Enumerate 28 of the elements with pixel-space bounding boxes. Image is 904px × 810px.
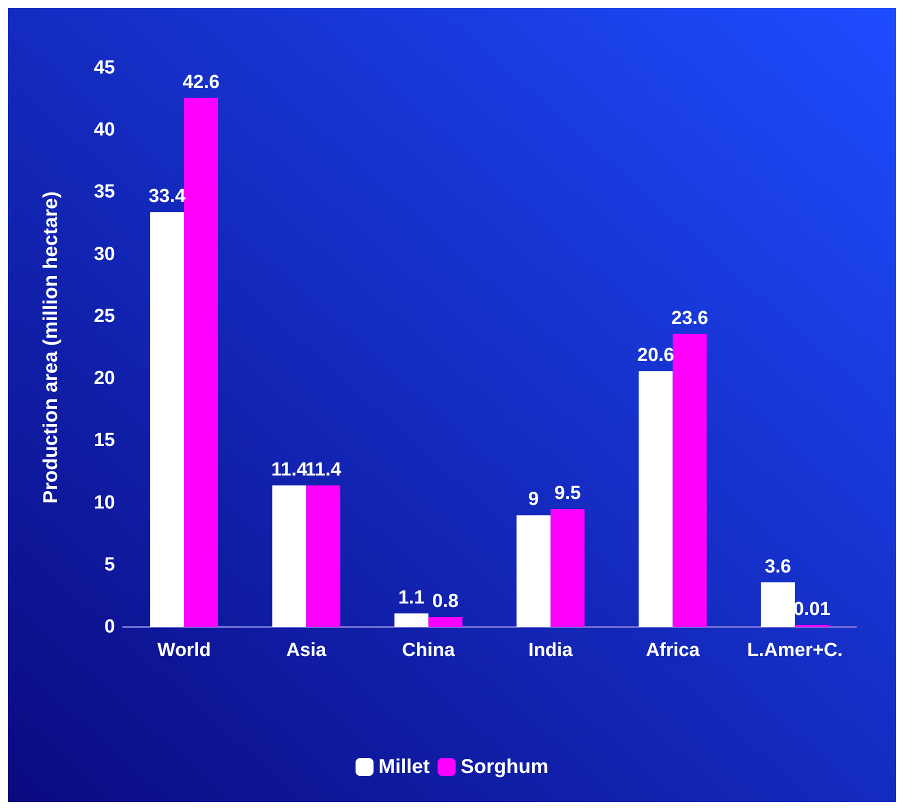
y-axis-title: Production area (million hectare) xyxy=(40,191,62,504)
y-tick-label: 40 xyxy=(94,120,115,141)
x-tick-label: China xyxy=(402,640,456,661)
y-tick-label: 25 xyxy=(94,306,116,327)
y-tick-label: 20 xyxy=(94,368,115,390)
data-label: 11.4 xyxy=(305,459,342,480)
data-label: 0.8 xyxy=(432,591,459,612)
x-tick-label: Africa xyxy=(646,640,700,661)
y-tick-label: 45 xyxy=(94,58,116,78)
data-label: 23.6 xyxy=(671,308,708,329)
x-tick-label: L.Amer+C. xyxy=(747,640,843,661)
x-tick-label: Asia xyxy=(286,640,327,661)
data-label: 42.6 xyxy=(182,72,220,93)
data-label: 11.4 xyxy=(271,459,308,480)
data-label: 1.1 xyxy=(398,587,426,608)
data-label: 9.5 xyxy=(554,482,582,504)
y-tick-label: 30 xyxy=(94,244,115,265)
y-tick-label: 35 xyxy=(94,182,116,203)
legend-label: Sorghum xyxy=(460,756,548,778)
legend-label: Millet xyxy=(378,756,430,778)
y-tick-label: 0 xyxy=(104,616,115,638)
data-label: 9 xyxy=(528,489,539,510)
x-tick-label: World xyxy=(157,640,211,661)
y-tick-label: 5 xyxy=(104,554,116,576)
data-label: 3.6 xyxy=(764,556,792,578)
y-tick-label: 10 xyxy=(94,492,115,514)
y-tick-label: 15 xyxy=(94,430,116,452)
x-tick-label: India xyxy=(528,640,574,661)
